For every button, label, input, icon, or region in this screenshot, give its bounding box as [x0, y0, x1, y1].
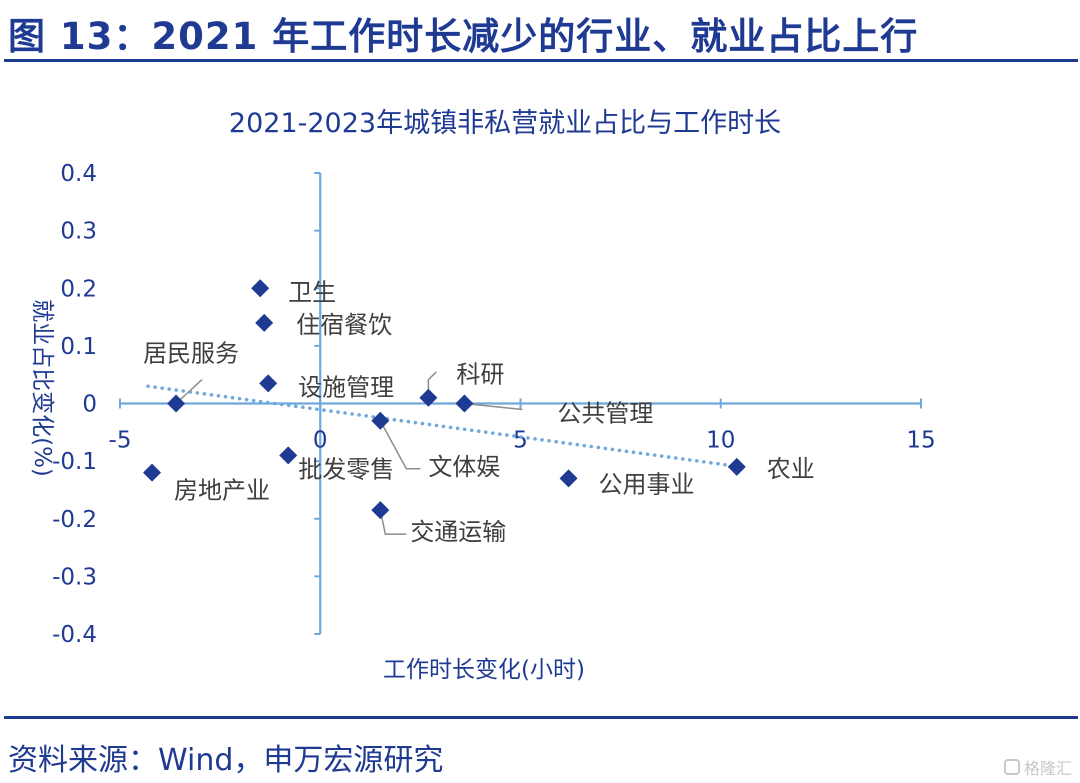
trendline [146, 384, 743, 469]
tick-labels: -5 0 5 10 15 0.4 0.3 0.2 0.1 0 -0.1 -0.2 -0.3 -0.4 [52, 161, 936, 648]
figure-title: 图 13：2021 年工作时长减少的行业、就业占比上行 [8, 15, 919, 58]
y-tick-label: 0 [82, 392, 97, 418]
watermark: 格隆汇 [1003, 755, 1072, 779]
leader-line [379, 509, 407, 535]
point-label: 公共管理 [557, 400, 653, 428]
x-tick-label: 0 [313, 428, 328, 454]
point-label: 居民服务 [143, 340, 239, 368]
y-axis-label: 就业占比变化(%) [29, 299, 55, 477]
point-label: 文体娱 [428, 453, 500, 481]
y-tick-label: 0.4 [60, 161, 97, 187]
watermark-logo-icon [1003, 759, 1020, 775]
data-point-marker [259, 374, 278, 393]
point-label: 卫生 [288, 278, 336, 306]
data-point-marker [371, 501, 390, 520]
data-point-marker [727, 457, 746, 476]
scatter-chart: 2021-2023年城镇非私营就业占比与工作时长 -5 0 5 10 15 0.4 0.3 0… [29, 108, 936, 683]
data-point-marker [167, 394, 186, 413]
axes [119, 172, 922, 635]
source-note: 资料来源：Wind，申万宏源研究 [8, 743, 444, 778]
data-point-marker [251, 279, 270, 298]
leader-line [379, 420, 421, 470]
data-point-marker [143, 463, 162, 482]
point-label: 设施管理 [298, 373, 394, 401]
top-divider [4, 59, 1078, 62]
bottom-divider [4, 716, 1078, 719]
x-axis-label: 工作时长变化(小时) [383, 657, 585, 683]
y-tick-label: 0.1 [60, 334, 97, 360]
data-point-marker [255, 313, 274, 332]
data-point-marker [371, 411, 390, 430]
data-points [143, 279, 746, 520]
leader-line [464, 402, 523, 411]
trendline-layer [146, 384, 743, 469]
x-tick-label: 5 [513, 428, 528, 454]
x-tick-label: -5 [109, 428, 132, 454]
point-label: 房地产业 [174, 477, 270, 505]
y-tick-label: -0.4 [52, 622, 97, 648]
y-tick-label: -0.2 [52, 507, 97, 533]
point-label: 公用事业 [599, 470, 695, 498]
watermark-text: 格隆汇 [1023, 759, 1072, 778]
point-label: 交通运输 [410, 518, 506, 546]
point-label: 农业 [767, 455, 815, 483]
chart-title: 2021-2023年城镇非私营就业占比与工作时长 [229, 108, 781, 139]
point-label: 批发零售 [298, 455, 394, 483]
data-point-marker [419, 388, 438, 407]
y-tick-label: 0.3 [60, 219, 97, 245]
data-point-marker [455, 394, 474, 413]
x-tick-label: 10 [706, 428, 735, 454]
point-label: 住宿餐饮 [296, 311, 392, 339]
data-point-marker [279, 446, 298, 465]
y-tick-label: -0.3 [52, 564, 97, 590]
data-point-marker [559, 469, 578, 488]
point-label: 科研 [456, 361, 504, 389]
y-tick-label: 0.2 [60, 276, 97, 302]
y-tick-label: -0.1 [52, 449, 97, 475]
x-tick-label: 15 [906, 428, 935, 454]
